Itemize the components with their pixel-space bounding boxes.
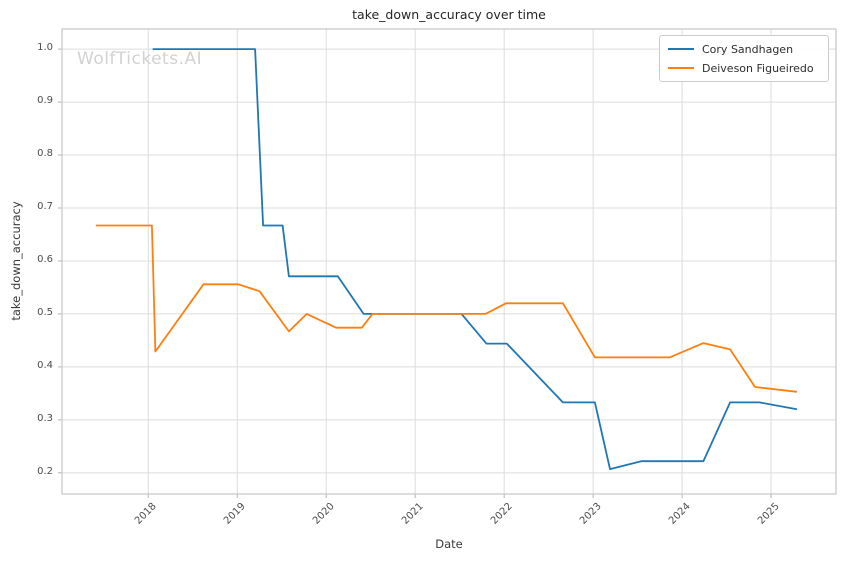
legend-entry-deiveson-figueiredo: Deiveson Figueiredo (668, 60, 819, 76)
y-axis-label: take_down_accuracy (9, 201, 23, 321)
y-tick-label: 0.8 (37, 148, 53, 160)
x-axis-label: Date (435, 537, 463, 551)
series-line-deiveson-figueiredo (95, 224, 798, 393)
y-tick-label: 0.2 (37, 465, 53, 477)
y-tick-label: 0.3 (37, 412, 53, 424)
y-tick-label: 1.0 (37, 42, 53, 54)
y-tick-label: 0.6 (37, 253, 53, 265)
legend-line-swatch-blue (668, 48, 694, 50)
watermark-text: WolfTickets.AI (77, 49, 203, 69)
y-tick-label: 0.5 (37, 306, 53, 318)
chart-title: take_down_accuracy over time (352, 7, 546, 22)
legend-label: Cory Sandhagen (702, 42, 794, 56)
y-tick-label: 0.4 (37, 359, 53, 371)
y-tick-label: 0.9 (37, 95, 53, 107)
series-line-cory-sandhagen (152, 48, 798, 471)
y-tick-label: 0.7 (37, 201, 53, 212)
plot-border (61, 28, 837, 495)
legend-line-swatch-orange (668, 67, 694, 69)
legend-entry-cory-sandhagen: Cory Sandhagen (668, 41, 819, 57)
legend: Cory Sandhagen Deiveson Figueiredo (659, 35, 829, 82)
legend-label: Deiveson Figueiredo (702, 61, 814, 75)
